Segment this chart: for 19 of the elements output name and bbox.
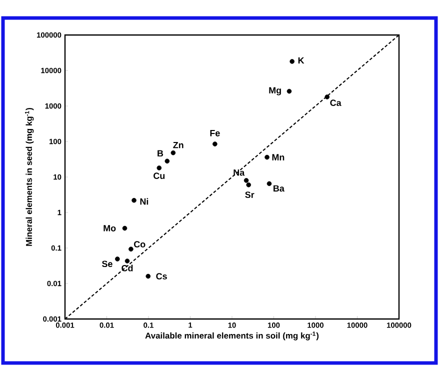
annotation: Fe <box>210 130 220 136</box>
annotation: Sr <box>245 192 254 198</box>
annotation: Cu <box>154 172 165 179</box>
annotation: Na <box>234 169 245 176</box>
annotation: Co <box>134 241 146 248</box>
annotation: Ca <box>330 100 342 106</box>
annotation: Cd <box>122 264 133 272</box>
annotation: Mo <box>104 225 116 232</box>
annotation: Mg <box>269 87 281 96</box>
annotation: Mn <box>272 154 284 160</box>
annotation: Se <box>102 260 112 268</box>
annotation: Zn <box>173 142 184 148</box>
annotation: B <box>158 150 164 156</box>
annotation: Ni <box>140 198 148 205</box>
annotation: K <box>298 57 304 64</box>
x-axis-title: Available mineral elements in soil (mg kg$^{-1}$) <box>145 332 319 340</box>
y-axis-title: Mineral elements in seed (mg kg$^{-1}$) <box>25 108 34 246</box>
annotation: Ba <box>274 185 284 192</box>
annotation: Cs <box>156 273 167 280</box>
